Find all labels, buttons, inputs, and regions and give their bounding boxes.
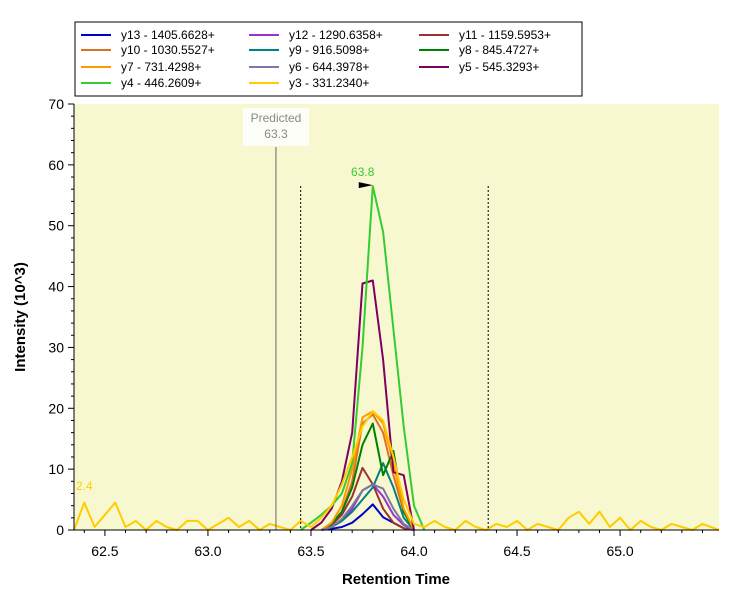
y-tick-label: 30	[48, 339, 64, 355]
peak-marker-icon	[358, 182, 373, 189]
y-axis-title: Intensity (10^3)	[12, 262, 29, 372]
y-axis-ticks: 0 10 20 30 40 50 60 70	[48, 96, 74, 538]
y-tick-label: 0	[56, 522, 64, 538]
legend-label-5: y8 - 845.4727+	[459, 43, 539, 57]
series-line-10	[73, 410, 720, 531]
y-tick-label: 60	[48, 157, 64, 173]
legend-label-8: y5 - 545.3293+	[459, 60, 539, 74]
x-tick-label: 63.5	[297, 543, 324, 559]
legend-label-10: y3 - 331.2340+	[289, 76, 369, 90]
y-tick-label: 40	[48, 279, 64, 295]
x-tick-label: 65.0	[606, 543, 633, 559]
legend-items: y13 - 1405.6628+ y12 - 1290.6358+ y11 - 11…	[81, 28, 551, 90]
series-line-7	[321, 483, 415, 531]
y-tick-label: 70	[48, 96, 64, 112]
legend-label-6: y7 - 731.4298+	[121, 60, 201, 74]
integration-bounds	[300, 186, 489, 530]
legend-label-9: y4 - 446.2609+	[121, 76, 201, 90]
predicted-label: Predicted	[251, 111, 302, 125]
peak-label: 63.8	[351, 165, 375, 179]
legend-box	[74, 21, 583, 97]
x-tick-label: 62.5	[91, 543, 118, 559]
x-tick-label: 64.5	[503, 543, 530, 559]
y-tick-label: 50	[48, 218, 64, 234]
plot-area	[74, 104, 719, 530]
legend-label-3: y10 - 1030.5527+	[121, 43, 215, 57]
series-line-6	[320, 410, 415, 531]
legend-label-0: y13 - 1405.6628+	[121, 28, 215, 42]
series-line-9	[300, 185, 426, 531]
legend-label-4: y9 - 916.5098+	[289, 43, 369, 57]
y-tick-label: 20	[48, 400, 64, 416]
series-line-2	[320, 466, 415, 531]
predicted-label-box	[242, 108, 309, 146]
legend: y13 - 1405.6628+ y12 - 1290.6358+ y11 - 11…	[74, 21, 583, 97]
legend-label-7: y6 - 644.3978+	[289, 60, 369, 74]
x-axis-title: Retention Time	[342, 571, 450, 588]
x-tick-label: 63.0	[194, 543, 221, 559]
x-axis-ticks: 62.5 63.0 63.5 64.0 64.5 65.0	[83, 530, 704, 559]
y-tick-label: 10	[48, 461, 64, 477]
edge-value-label: 2.4	[76, 479, 93, 493]
x-tick-label: 64.0	[400, 543, 427, 559]
legend-label-2: y11 - 1159.5953+	[459, 28, 551, 42]
legend-label-1: y12 - 1290.6358+	[289, 28, 383, 42]
series-layer	[73, 185, 720, 531]
predicted-value: 63.3	[264, 127, 288, 141]
